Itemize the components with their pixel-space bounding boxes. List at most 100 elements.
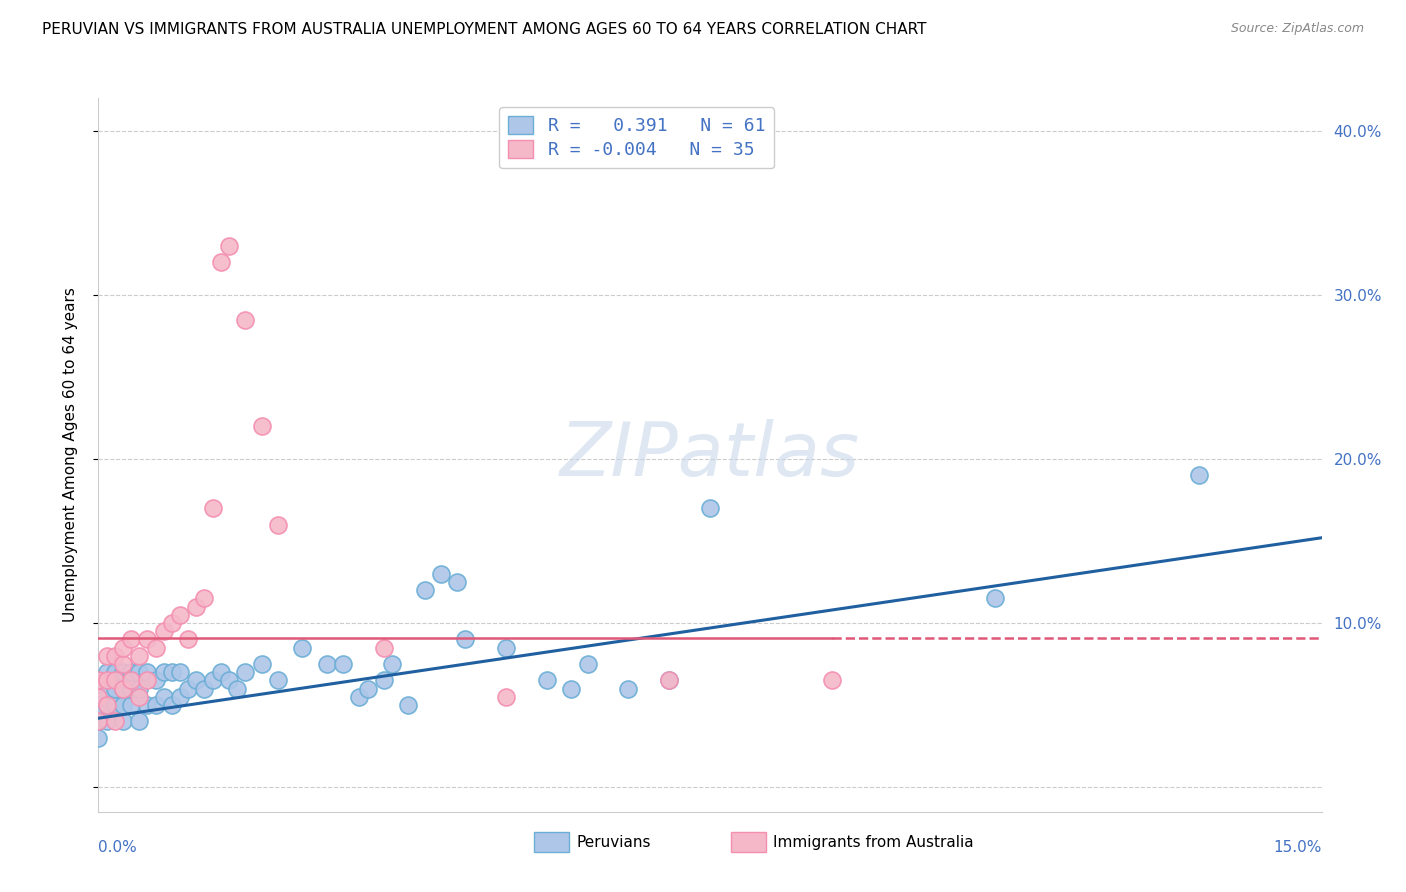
- Point: [120, 698, 142, 712]
- Point: [160, 665, 183, 680]
- Point: [495, 640, 517, 655]
- Point: [87, 714, 110, 729]
- Point: [111, 665, 134, 680]
- Point: [201, 673, 224, 688]
- Point: [699, 501, 721, 516]
- Point: [136, 632, 159, 647]
- Point: [177, 632, 200, 647]
- Point: [413, 583, 436, 598]
- Point: [209, 665, 232, 680]
- Point: [87, 698, 110, 712]
- Point: [145, 640, 167, 655]
- Point: [152, 690, 174, 704]
- Point: [104, 681, 127, 696]
- Point: [128, 665, 150, 680]
- Point: [87, 690, 110, 704]
- Point: [250, 657, 273, 671]
- Point: [96, 681, 118, 696]
- Point: [96, 648, 118, 663]
- Point: [111, 640, 134, 655]
- Point: [160, 616, 183, 631]
- Point: [136, 698, 159, 712]
- Point: [381, 657, 404, 671]
- Point: [128, 690, 150, 704]
- Point: [495, 690, 517, 704]
- Point: [356, 681, 378, 696]
- Point: [315, 657, 337, 671]
- Point: [454, 632, 477, 647]
- Point: [128, 714, 150, 729]
- Y-axis label: Unemployment Among Ages 60 to 64 years: Unemployment Among Ages 60 to 64 years: [63, 287, 77, 623]
- Point: [96, 698, 118, 712]
- Point: [332, 657, 354, 671]
- Point: [560, 681, 582, 696]
- Point: [152, 624, 174, 639]
- Point: [177, 681, 200, 696]
- Point: [984, 591, 1007, 606]
- Point: [104, 698, 127, 712]
- Point: [396, 698, 419, 712]
- Point: [576, 657, 599, 671]
- Text: Source: ZipAtlas.com: Source: ZipAtlas.com: [1230, 22, 1364, 36]
- Point: [233, 665, 256, 680]
- Point: [233, 312, 256, 326]
- Point: [136, 665, 159, 680]
- Point: [536, 673, 558, 688]
- Point: [96, 698, 118, 712]
- Point: [267, 673, 290, 688]
- Point: [658, 673, 681, 688]
- Point: [193, 681, 215, 696]
- Point: [104, 714, 127, 729]
- Point: [218, 239, 240, 253]
- Point: [111, 657, 134, 671]
- Point: [250, 419, 273, 434]
- Text: Immigrants from Australia: Immigrants from Australia: [773, 835, 974, 849]
- Point: [96, 665, 118, 680]
- Point: [87, 731, 110, 745]
- Point: [446, 575, 468, 590]
- Point: [169, 665, 191, 680]
- Point: [1188, 468, 1211, 483]
- Point: [111, 681, 134, 696]
- Point: [120, 632, 142, 647]
- Text: Peruvians: Peruvians: [576, 835, 651, 849]
- Point: [218, 673, 240, 688]
- Point: [201, 501, 224, 516]
- Text: 0.0%: 0.0%: [98, 840, 138, 855]
- Point: [96, 673, 118, 688]
- Point: [267, 517, 290, 532]
- Point: [104, 648, 127, 663]
- Point: [186, 673, 208, 688]
- Point: [291, 640, 314, 655]
- Point: [160, 698, 183, 712]
- Point: [145, 673, 167, 688]
- Point: [430, 566, 453, 581]
- Bar: [534, 832, 569, 852]
- Point: [111, 681, 134, 696]
- Point: [152, 665, 174, 680]
- Point: [96, 714, 118, 729]
- Point: [821, 673, 844, 688]
- Point: [87, 673, 110, 688]
- Point: [136, 673, 159, 688]
- Point: [349, 690, 371, 704]
- Point: [658, 673, 681, 688]
- Point: [186, 599, 208, 614]
- Point: [169, 690, 191, 704]
- Point: [120, 681, 142, 696]
- Point: [128, 648, 150, 663]
- Point: [104, 673, 127, 688]
- Point: [145, 698, 167, 712]
- Point: [104, 665, 127, 680]
- Point: [193, 591, 215, 606]
- Point: [617, 681, 640, 696]
- Legend: R =   0.391   N = 61, R = -0.004   N = 35: R = 0.391 N = 61, R = -0.004 N = 35: [499, 107, 775, 169]
- Bar: [731, 832, 766, 852]
- Text: ZIPatlas: ZIPatlas: [560, 419, 860, 491]
- Point: [209, 255, 232, 269]
- Point: [373, 640, 395, 655]
- Point: [373, 673, 395, 688]
- Point: [111, 714, 134, 729]
- Point: [226, 681, 249, 696]
- Point: [87, 714, 110, 729]
